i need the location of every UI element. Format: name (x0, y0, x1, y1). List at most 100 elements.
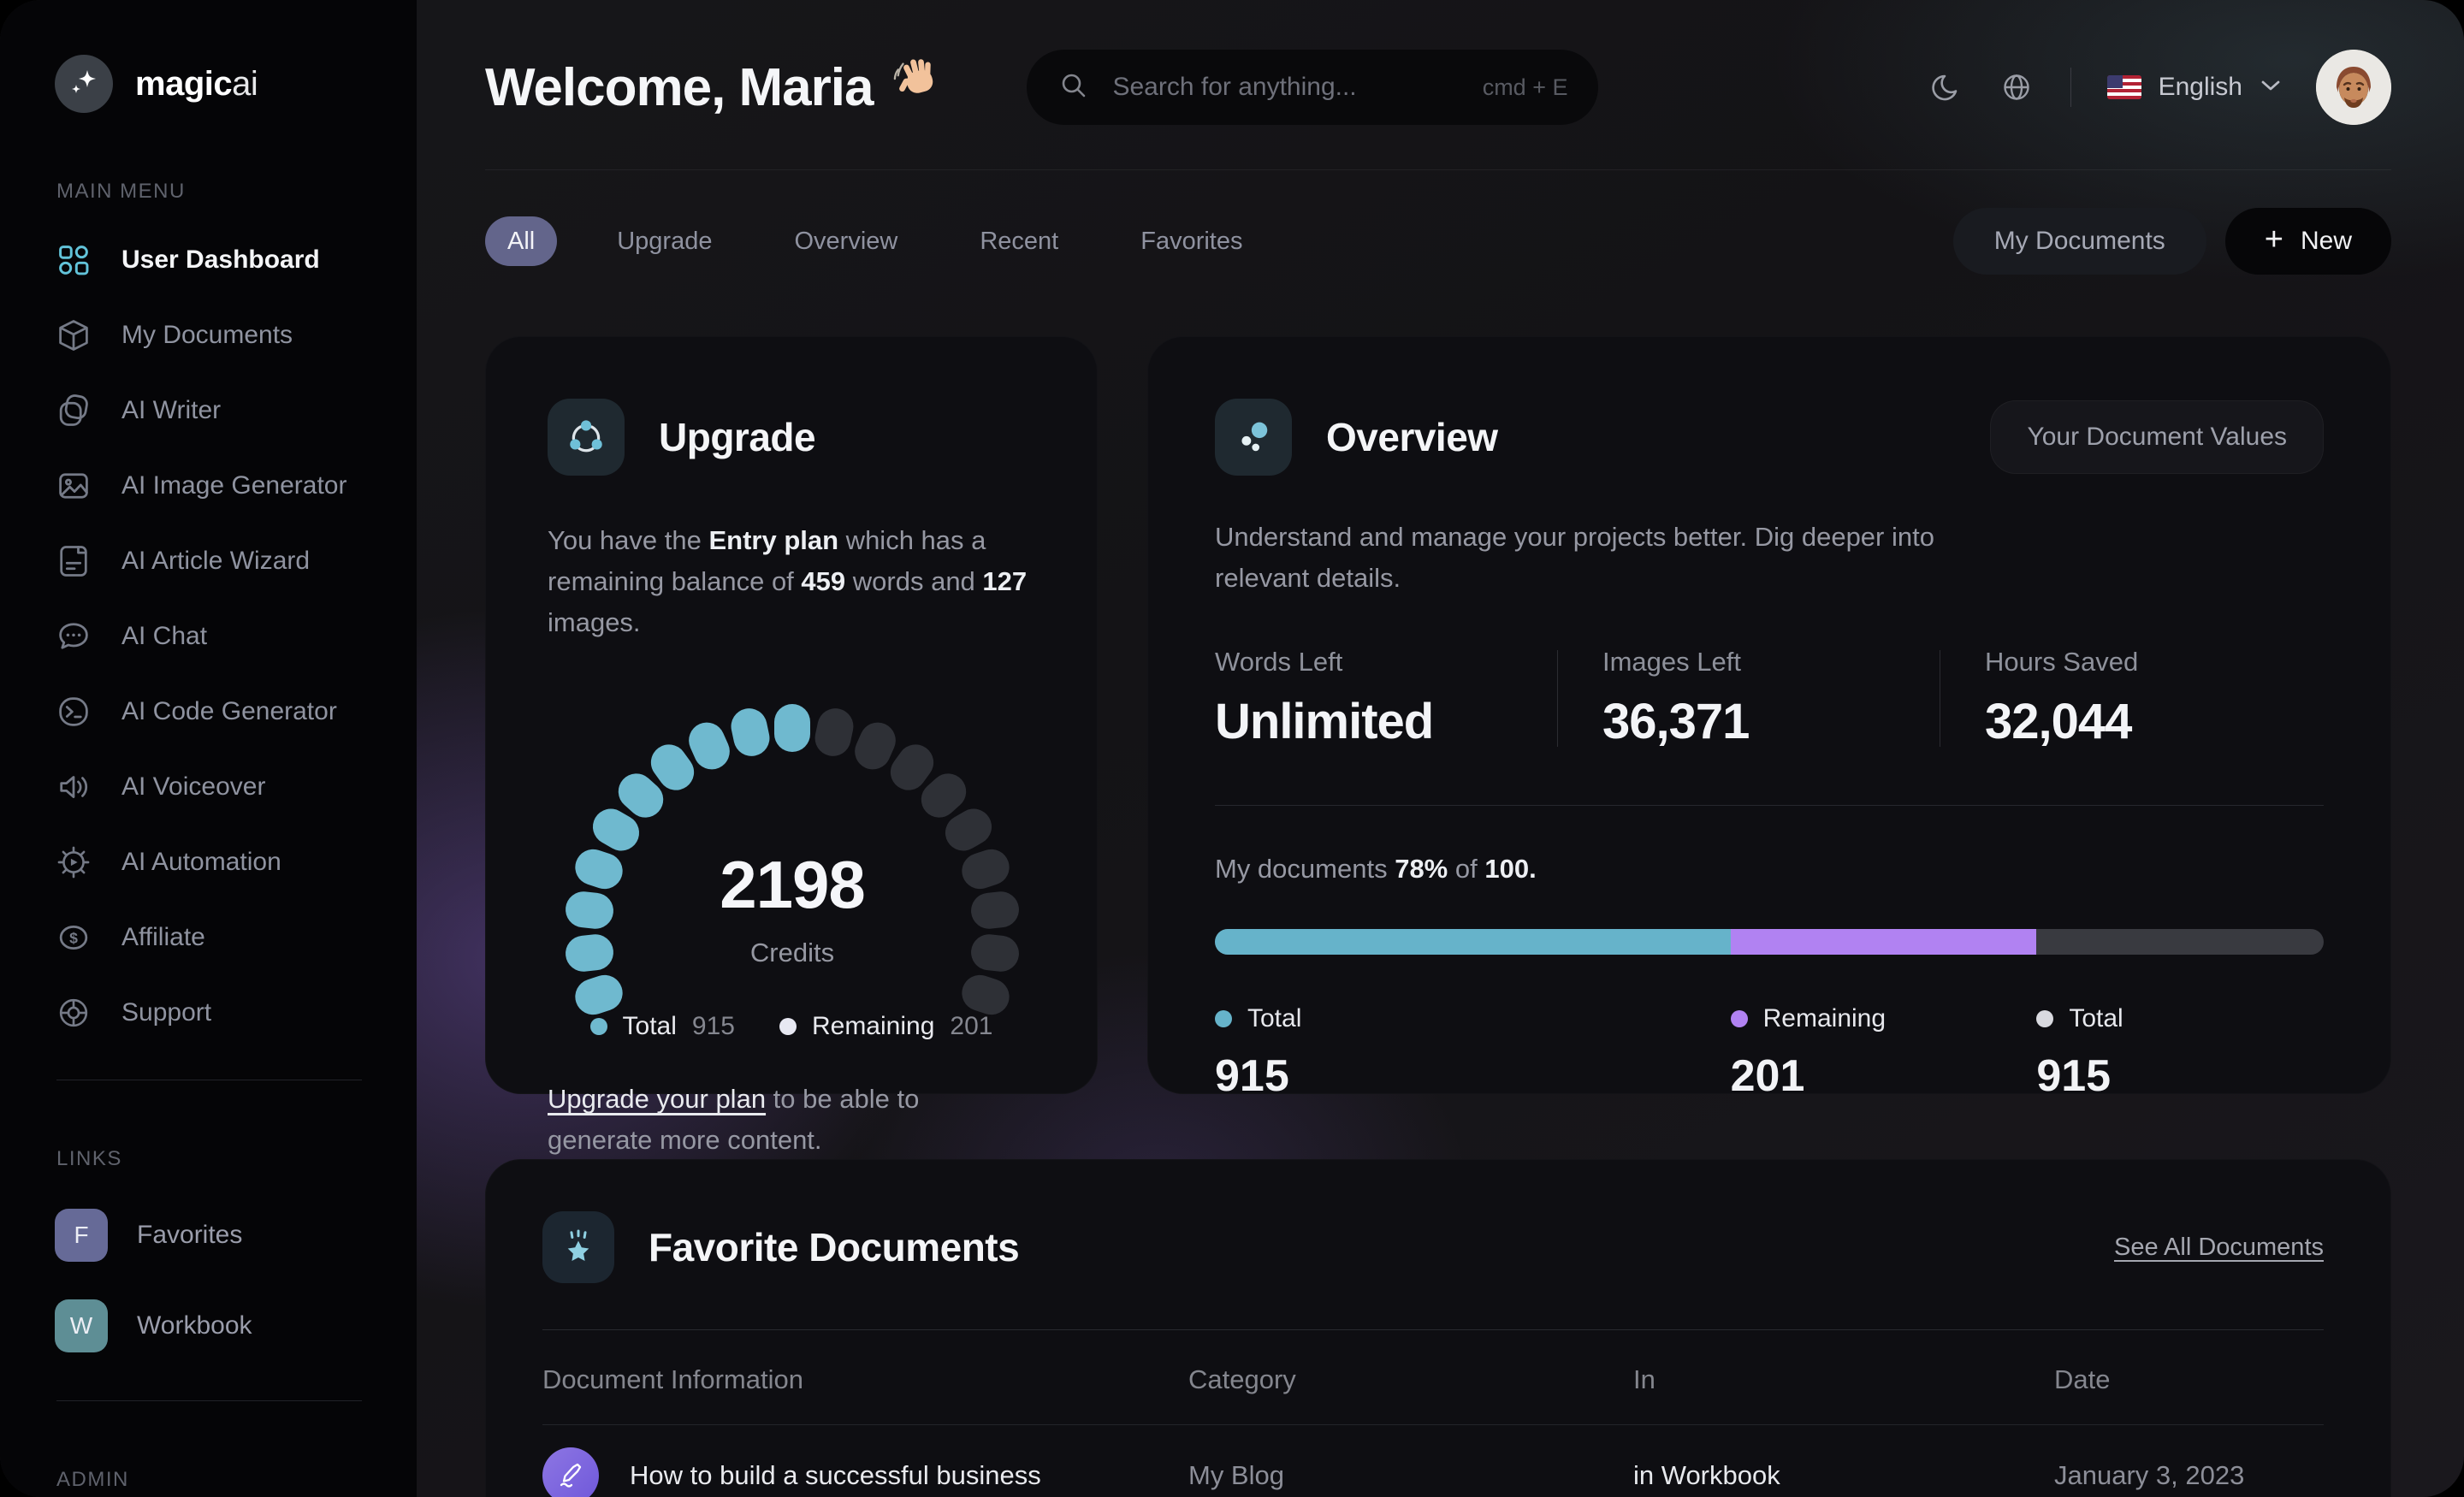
global-search[interactable]: cmd + E (1027, 50, 1599, 125)
image-icon (55, 467, 92, 505)
credits-gauge: 2198 Credits (548, 670, 1037, 1020)
voiceover-icon (55, 768, 92, 806)
legend-dot-icon (1215, 1010, 1232, 1028)
gauge-dot (812, 705, 857, 760)
sidebar-item-ai-writer[interactable]: AI Writer (55, 392, 417, 429)
chat-icon (55, 618, 92, 655)
sidebar-nav: MAIN MENU User Dashboard My Documents AI Wr… (55, 180, 417, 1497)
filter-tabs: All Upgrade Overview Recent Favorites (485, 216, 1265, 266)
cube-icon (55, 317, 92, 354)
user-avatar[interactable] (2316, 50, 2391, 125)
tab-all[interactable]: All (485, 216, 558, 266)
stat-hours-saved: Hours Saved 32,044 (1985, 647, 2139, 750)
upgrade-card-header: Upgrade (548, 399, 1035, 476)
stat-divider (1557, 650, 1558, 748)
column-header-category: Category (1188, 1364, 1296, 1394)
progress-legend-total: Total 915 (1215, 1004, 1302, 1102)
page-title: Welcome, Maria (485, 55, 945, 121)
stat-words-left: Words Left Unlimited (1215, 647, 1434, 750)
shooting-star-icon (542, 1211, 614, 1283)
search-icon (1057, 69, 1090, 106)
sidebar-section-label-links: LINKS (56, 1147, 122, 1170)
pen-document-icon (542, 1447, 599, 1497)
overview-card-title: Overview (1326, 415, 1498, 459)
article-icon (55, 542, 92, 580)
sidebar-item-affiliate[interactable]: $ Affiliate (55, 919, 417, 956)
sidebar-item-label: AI Writer (121, 396, 222, 424)
header: Welcome, Maria (485, 0, 2391, 170)
tab-upgrade[interactable]: Upgrade (617, 227, 713, 255)
progress-legend: Total 915 Remaining 201 Total 915 (1215, 1004, 2324, 1102)
tab-overview[interactable]: Overview (794, 227, 898, 255)
gauge-legend: Total 915 Remaining 201 (548, 1012, 1035, 1041)
tab-recent[interactable]: Recent (980, 227, 1059, 255)
sidebar-item-label: Support (121, 998, 212, 1027)
globe-language-icon[interactable] (1999, 69, 2035, 105)
overview-card-header: Overview Your Document Values (1215, 399, 2324, 476)
sidebar-item-ai-automation[interactable]: AI Automation (55, 843, 417, 881)
progress-segment-remaining (1730, 929, 2037, 956)
sidebar-item-label: Affiliate (121, 923, 205, 951)
documents-progress-text: My documents 78% of 100. (1215, 854, 1537, 885)
sidebar-item-label: AI Article Wizard (121, 547, 311, 575)
stat-images-left: Images Left 36,371 (1602, 647, 1750, 750)
favorites-card-title: Favorite Documents (649, 1225, 1020, 1269)
sidebar-item-ai-code-generator[interactable]: AI Code Generator (55, 693, 417, 731)
legend-dot-icon (589, 1018, 607, 1036)
upgrade-plan-link[interactable]: Upgrade your plan (548, 1084, 767, 1115)
new-button[interactable]: + New (2224, 208, 2391, 275)
sidebar-item-user-dashboard[interactable]: User Dashboard (55, 241, 417, 279)
sidebar-item-label: Favorites (137, 1221, 243, 1249)
sidebar-item-label: My Documents (121, 321, 293, 349)
dark-mode-moon-icon[interactable] (1928, 70, 1963, 104)
sidebar-item-my-documents[interactable]: My Documents (55, 317, 417, 354)
gauge-center: 2198 Credits (548, 846, 1037, 968)
sidebar-item-ai-article-wizard[interactable]: AI Article Wizard (55, 542, 417, 580)
chevron-down-icon (2260, 78, 2282, 98)
document-values-button[interactable]: Your Document Values (1990, 400, 2324, 474)
automation-icon (55, 843, 92, 881)
logo[interactable]: magicai (55, 55, 417, 113)
sidebar-divider (56, 1400, 362, 1401)
legend-dot-icon (779, 1018, 797, 1036)
column-header-document-information: Document Information (542, 1364, 803, 1394)
plus-icon: + (2264, 222, 2283, 257)
language-selector[interactable]: English (2106, 73, 2282, 102)
progress-legend-remaining: Remaining 201 (1730, 1004, 1886, 1102)
sidebar: magicai MAIN MENU User Dashboard My Docume… (0, 0, 417, 1497)
credits-label: Credits (749, 938, 835, 968)
brand-name: magicai (135, 64, 258, 103)
see-all-documents-link[interactable]: See All Documents (2113, 1233, 2324, 1261)
sidebar-section-label-main-menu: MAIN MENU (56, 180, 186, 203)
sidebar-item-ai-chat[interactable]: AI Chat (55, 618, 417, 655)
sidebar-item-label: AI Chat (121, 622, 208, 650)
legend-dot-icon (1730, 1010, 1748, 1028)
favorite-documents-card: Favorite Documents See All Documents Doc… (485, 1159, 2391, 1497)
upgrade-card-title: Upgrade (659, 415, 816, 459)
sidebar-item-support[interactable]: Support (55, 994, 417, 1032)
plan-balance-text: You have the Entry plan which has a rema… (548, 525, 1028, 638)
tab-favorites[interactable]: Favorites (1140, 227, 1243, 255)
sparkles-logo-icon (55, 55, 113, 113)
gauge-dot (727, 705, 773, 760)
table-row[interactable]: How to build a successful business My Blo… (542, 1424, 2324, 1497)
overview-stats: Words Left Unlimited Images Left 36,371 Hour… (1215, 647, 2324, 750)
letter-badge-w: W (55, 1299, 108, 1352)
sidebar-item-workbook[interactable]: W Workbook (55, 1299, 417, 1352)
legend-dot-icon (2036, 1010, 2054, 1028)
svg-text:$: $ (69, 930, 78, 947)
sidebar-item-ai-voiceover[interactable]: AI Voiceover (55, 768, 417, 806)
gauge-legend-remaining: Remaining 201 (779, 1012, 992, 1041)
sidebar-item-ai-image-generator[interactable]: AI Image Generator (55, 467, 417, 505)
greeting-text: Welcome, Maria (485, 57, 874, 117)
progress-segment-total (1215, 929, 1731, 956)
sidebar-item-label: User Dashboard (121, 246, 320, 274)
search-input[interactable] (1111, 72, 1483, 103)
documents-progress-bar (1215, 929, 2324, 956)
sidebar-item-favorites[interactable]: F Favorites (55, 1209, 417, 1262)
column-header-date: Date (2054, 1364, 2111, 1394)
my-documents-button[interactable]: My Documents (1952, 208, 2206, 275)
header-divider (2070, 68, 2071, 107)
overview-divider (1215, 805, 2324, 807)
